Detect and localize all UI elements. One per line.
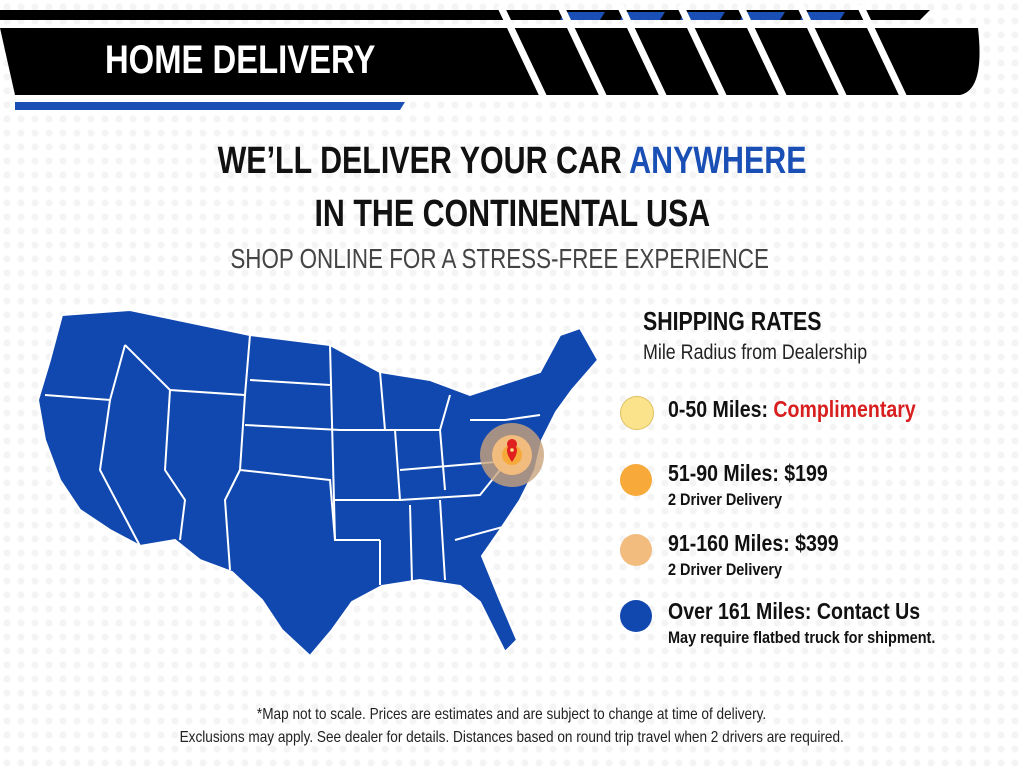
peach-dot-icon [620,534,652,566]
blue-dot-icon [620,600,652,632]
rates-subtitle: Mile Radius from Dealership [643,341,907,365]
rates-title: SHIPPING RATES [643,306,861,337]
rate-label: 0-50 Miles: [668,396,774,422]
rate-label: Over 161 Miles: Contact Us [668,598,921,624]
header-title: HOME DELIVERY [105,38,435,83]
usa-map [36,308,600,658]
header-title-text: HOME DELIVERY [105,38,376,82]
headline-line-2-text: IN THE CONTINENTAL USA [314,193,710,235]
state-borders [44,334,541,585]
usa-silhouette [36,308,600,658]
rate-sub: May require flatbed truck for shipment. [668,628,936,647]
headline-line-2: IN THE CONTINENTAL USA [0,193,1024,236]
rate-label: 51-90 Miles: $199 [668,460,828,486]
headline-line-1: WE’LL DELIVER YOUR CAR ANYWHERE [0,140,1024,183]
rate-value: Complimentary [773,396,916,422]
header-banner [0,3,980,110]
footer-text-2: Exclusions may apply. See dealer for det… [179,729,845,746]
subheadline-text: SHOP ONLINE FOR A STRESS-FREE EXPERIENCE [230,243,770,274]
footer-text-1: *Map not to scale. Prices are estimates … [257,706,767,723]
headline-accent: ANYWHERE [629,140,807,182]
orange-dot-icon [620,464,652,496]
footer-disclaimer-1: *Map not to scale. Prices are estimates … [0,706,1024,724]
footer-disclaimer-2: Exclusions may apply. See dealer for det… [0,729,1024,747]
headline-text: WE’LL DELIVER YOUR CAR [217,140,630,182]
yellow-dot-icon [620,396,654,430]
rates-title-text: SHIPPING RATES [643,306,822,336]
rates-subtitle-text: Mile Radius from Dealership [643,341,868,364]
rate-sub: 2 Driver Delivery [668,560,783,579]
subheadline: SHOP ONLINE FOR A STRESS-FREE EXPERIENCE [0,243,1000,275]
rate-sub: 2 Driver Delivery [668,490,783,509]
rate-label: 91-160 Miles: $399 [668,530,839,556]
